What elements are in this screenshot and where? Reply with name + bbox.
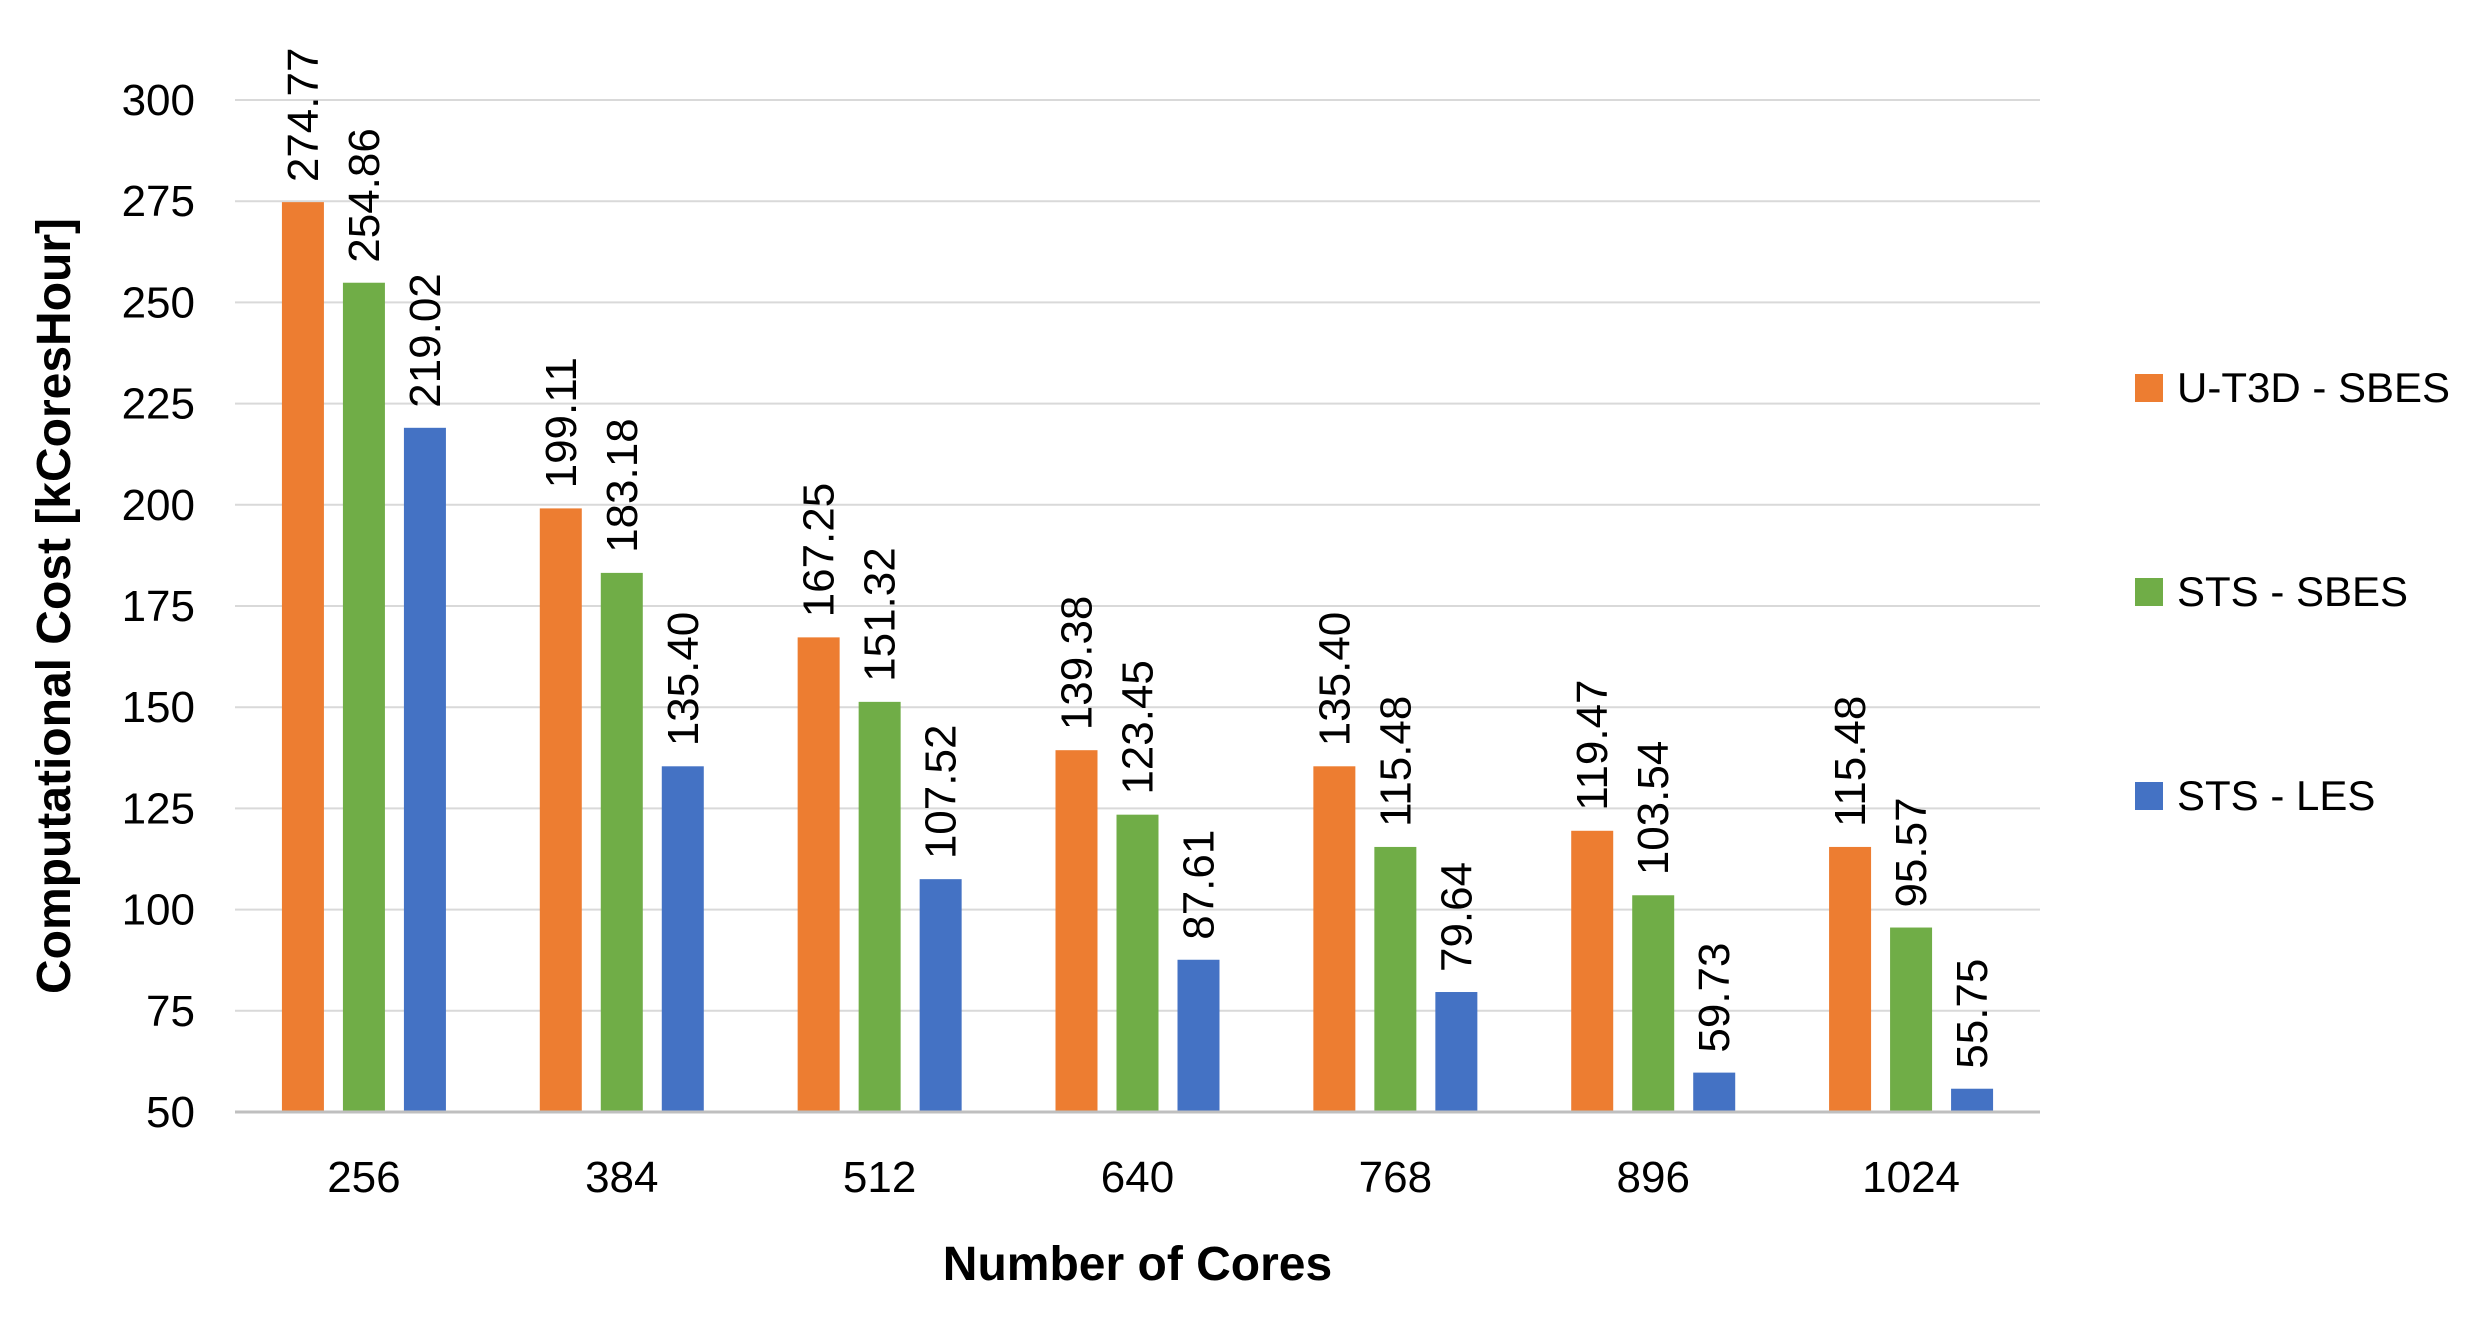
data-label: 254.86 <box>340 128 389 263</box>
x-tick-label: 512 <box>843 1153 916 1202</box>
bar <box>1632 895 1675 1112</box>
bar <box>1055 750 1098 1112</box>
bar <box>1374 846 1417 1112</box>
data-label: 219.02 <box>401 273 450 408</box>
bar <box>1890 927 1933 1112</box>
y-tick-label: 300 <box>122 76 195 125</box>
legend-swatch <box>2135 374 2163 402</box>
data-label: 103.54 <box>1629 741 1678 876</box>
data-label: 183.18 <box>598 418 647 553</box>
x-tick-label: 256 <box>327 1153 400 1202</box>
legend-swatch <box>2135 578 2163 606</box>
bar <box>1313 766 1356 1112</box>
bar <box>342 282 385 1113</box>
gridlines <box>235 99 2040 1012</box>
legend: U-T3D - SBES STS - SBES STS - LES <box>2135 364 2450 819</box>
data-label: 167.25 <box>795 483 844 618</box>
y-tick-label: 225 <box>122 380 195 429</box>
bar <box>1693 1072 1736 1112</box>
y-tick-label: 275 <box>122 177 195 226</box>
data-label: 135.40 <box>659 612 708 747</box>
data-label: 115.48 <box>1826 696 1875 827</box>
x-tick-label: 640 <box>1101 1153 1174 1202</box>
legend-label: STS - LES <box>2177 772 2375 819</box>
data-label: 55.75 <box>1948 959 1997 1069</box>
x-tick-label: 1024 <box>1862 1153 1960 1202</box>
bar <box>858 701 901 1112</box>
x-tick-label: 768 <box>1359 1153 1432 1202</box>
bar <box>600 572 643 1112</box>
y-axis-ticks: 50 75 100 125 150 175 200 225 250 275 300 <box>122 76 195 1137</box>
x-axis-ticks: 256 384 512 640 768 896 1024 <box>327 1153 1960 1202</box>
bar <box>797 637 840 1112</box>
y-tick-label: 100 <box>122 886 195 935</box>
bar <box>1829 846 1872 1112</box>
x-axis-title: Number of Cores <box>943 1238 1332 1291</box>
data-label: 79.64 <box>1432 862 1481 972</box>
legend-label: U-T3D - SBES <box>2177 364 2450 411</box>
data-label: 135.40 <box>1310 612 1359 747</box>
bar <box>1116 814 1159 1112</box>
y-axis-title: Computational Cost [kCoresHour] <box>28 218 81 994</box>
data-label: 107.52 <box>917 725 966 860</box>
y-tick-label: 50 <box>146 1088 195 1137</box>
data-label: 59.73 <box>1690 943 1739 1053</box>
data-label: 119.47 <box>1568 679 1617 810</box>
bar <box>1951 1088 1994 1112</box>
x-tick-label: 384 <box>585 1153 658 1202</box>
bar <box>1571 830 1614 1112</box>
y-tick-label: 175 <box>122 582 195 631</box>
data-label: 87.61 <box>1175 830 1224 940</box>
bar <box>539 508 582 1112</box>
bar <box>1177 959 1220 1112</box>
bars <box>281 202 1994 1113</box>
y-tick-label: 75 <box>146 987 195 1036</box>
bar <box>661 766 704 1112</box>
data-label: 274.77 <box>279 48 328 183</box>
legend-swatch <box>2135 782 2163 810</box>
y-tick-label: 200 <box>122 481 195 530</box>
data-label: 151.32 <box>856 547 905 682</box>
data-label: 139.38 <box>1053 596 1102 731</box>
data-label: 123.45 <box>1114 660 1163 795</box>
data-label: 115.48 <box>1371 696 1420 827</box>
bar <box>281 202 324 1112</box>
legend-label: STS - SBES <box>2177 568 2408 615</box>
data-label: 95.57 <box>1887 797 1936 907</box>
x-tick-label: 896 <box>1617 1153 1690 1202</box>
bar <box>919 879 962 1112</box>
y-tick-label: 150 <box>122 683 195 732</box>
bar <box>403 427 446 1113</box>
data-label: 199.11 <box>537 357 586 488</box>
y-tick-label: 250 <box>122 278 195 327</box>
y-tick-label: 125 <box>122 784 195 833</box>
bar <box>1435 992 1478 1112</box>
